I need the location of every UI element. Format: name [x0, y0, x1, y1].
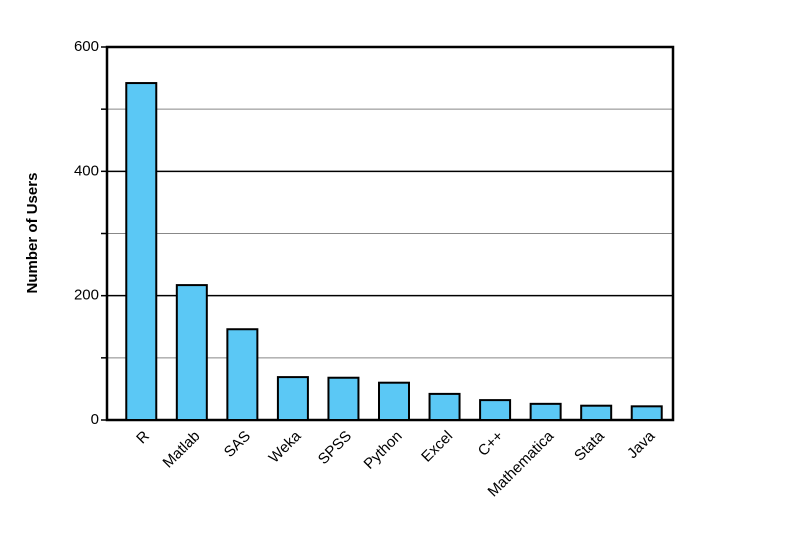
bar	[175, 284, 208, 421]
x-tick-label: Weka	[266, 427, 305, 466]
bar	[529, 402, 562, 422]
x-tick-label: Java	[624, 427, 659, 462]
x-tick-label: SPSS	[315, 428, 355, 468]
bar	[378, 381, 410, 422]
y-tick-label: 200	[74, 287, 99, 304]
x-tick-label: C++	[475, 427, 507, 459]
bar	[630, 405, 663, 421]
bar	[276, 376, 309, 422]
bar	[226, 328, 259, 421]
y-axis-label: Number of Users	[24, 173, 41, 294]
bar	[428, 392, 461, 422]
bar	[327, 376, 360, 421]
x-tick-label: Matlab	[160, 428, 204, 472]
x-tick-label: R	[133, 428, 153, 448]
bar	[580, 404, 613, 421]
bar	[479, 399, 512, 421]
bar	[125, 82, 158, 421]
x-tick-label: SAS	[221, 428, 254, 461]
y-tick-label: 400	[74, 162, 99, 179]
y-tick-label: 0	[91, 411, 99, 428]
x-tick-label: Excel	[418, 428, 456, 466]
y-tick-label: 600	[74, 38, 99, 55]
x-tick-label: Python	[361, 428, 406, 473]
x-tick-label: Stata	[571, 427, 608, 464]
